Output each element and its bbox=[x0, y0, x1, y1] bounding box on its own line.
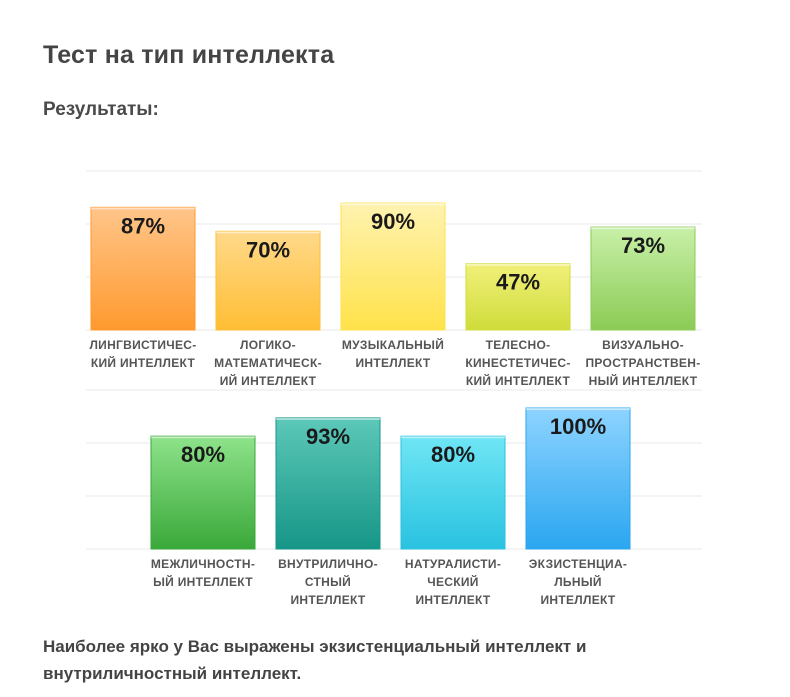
bar-value-label: 87% bbox=[121, 213, 165, 238]
page-title: Тест на тип интеллекта bbox=[43, 41, 335, 69]
category-label: ЧЕСКИЙ bbox=[427, 574, 478, 589]
category-label: ИНТЕЛЛЕКТ bbox=[290, 593, 365, 607]
conclusion-text: Наиболее ярко у Вас выражены экзистенциа… bbox=[43, 637, 587, 683]
bar-value-label: 93% bbox=[306, 424, 350, 449]
bar-highlight bbox=[466, 263, 570, 266]
bar-highlight bbox=[216, 231, 320, 234]
bar-highlight bbox=[401, 436, 505, 439]
bar-value-label: 47% bbox=[496, 270, 540, 295]
category-label: НЫЙ ИНТЕЛЛЕКТ bbox=[589, 373, 698, 388]
chart-row-1: 87% ЛИНГВИСТИЧЕС- КИЙ ИНТЕЛЛЕКТ 70% ЛОГИКО- М… bbox=[86, 170, 702, 388]
bar-highlight bbox=[151, 436, 255, 439]
bar-highlight bbox=[341, 203, 445, 206]
category-label: КИЙ ИНТЕЛЛЕКТ bbox=[91, 355, 196, 370]
category-label: НАТУРАЛИСТИ- bbox=[405, 557, 501, 571]
bar-value-label: 73% bbox=[621, 233, 665, 258]
category-label: ИНТЕЛЛЕКТ bbox=[415, 593, 490, 607]
chart-row-2: 80% МЕЖЛИЧНОСТН- ЫЙ ИНТЕЛЛЕКТ 93% ВНУТРИЛИЧН… bbox=[86, 389, 702, 607]
category-label: ВИЗУАЛЬНО- bbox=[602, 338, 684, 352]
bar-highlight bbox=[526, 408, 630, 410]
category-label: МУЗЫКАЛЬНЫЙ bbox=[342, 337, 444, 352]
category-label: ЫЙ ИНТЕЛЛЕКТ bbox=[153, 574, 253, 589]
bar bbox=[590, 226, 696, 331]
bar bbox=[150, 435, 256, 550]
bar-highlight bbox=[91, 207, 195, 210]
category-label: МЕЖЛИЧНОСТН- bbox=[151, 557, 255, 571]
bar-highlight bbox=[591, 227, 695, 230]
category-label: ИЙ ИНТЕЛЛЕКТ bbox=[220, 373, 317, 388]
category-label: ЛЬНЫЙ bbox=[554, 574, 602, 589]
category-label: СТНЫЙ bbox=[305, 574, 351, 589]
bar bbox=[465, 263, 571, 331]
category-label: ПРОСТРАНСТВЕН- bbox=[585, 356, 700, 370]
bar-value-label: 90% bbox=[371, 209, 415, 234]
category-label: ЭКЗИСТЕНЦИА- bbox=[529, 557, 627, 571]
category-label: ЛИНГВИСТИЧЕС- bbox=[89, 338, 196, 352]
results-heading: Результаты: bbox=[43, 99, 159, 120]
bar-value-label: 80% bbox=[431, 442, 475, 467]
bar-value-label: 100% bbox=[550, 414, 606, 439]
category-label: ТЕЛЕСНО- bbox=[486, 338, 551, 352]
bar-value-label: 80% bbox=[181, 442, 225, 467]
bar bbox=[525, 407, 631, 550]
category-label: КИНЕСТЕТИЧЕС- bbox=[465, 356, 570, 370]
bar bbox=[215, 230, 321, 331]
bar bbox=[275, 417, 381, 550]
category-label: ЛОГИКО- bbox=[240, 338, 296, 352]
category-label: МАТЕМАТИЧЕСК- bbox=[214, 356, 322, 370]
bar-highlight bbox=[276, 417, 380, 420]
category-label: ВНУТРИЛИЧНО- bbox=[278, 557, 378, 571]
category-label: КИЙ ИНТЕЛЛЕКТ bbox=[466, 373, 571, 388]
bar-value-label: 70% bbox=[246, 237, 290, 262]
bar bbox=[340, 202, 446, 331]
category-label: ИНТЕЛЛЕКТ bbox=[540, 593, 615, 607]
category-label: ИНТЕЛЛЕКТ bbox=[355, 356, 430, 370]
